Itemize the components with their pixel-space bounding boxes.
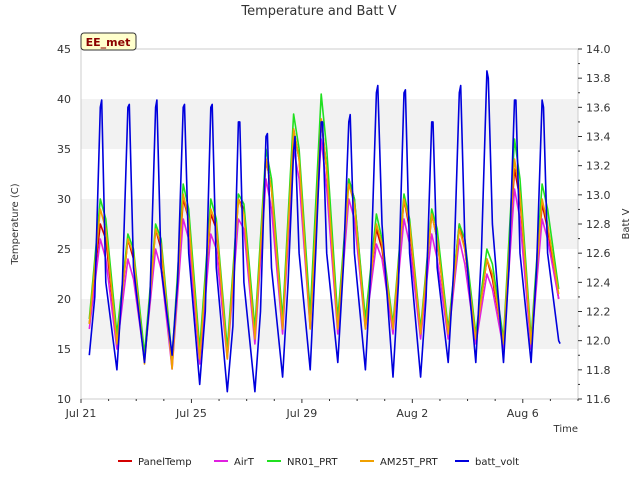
y-tick-label: 35 <box>57 143 71 156</box>
x-tick-label: Aug 2 <box>396 407 428 420</box>
y2-tick-label: 12.0 <box>586 335 611 348</box>
y2-axis-label: Batt V <box>621 208 632 239</box>
legend: PanelTemp AirT NR01_PRT AM25T_PRT batt_volt <box>118 457 519 468</box>
legend-label-nr01-prt: NR01_PRT <box>287 457 338 468</box>
y2-tick-label: 13.0 <box>586 189 611 202</box>
x-tick-label: Aug 6 <box>507 407 539 420</box>
y-tick-label: 45 <box>57 43 71 56</box>
badge-box <box>80 32 137 51</box>
y2-tick-label: 12.8 <box>586 218 611 231</box>
y-tick-label: 25 <box>57 243 71 256</box>
y2-tick-label: 13.2 <box>586 160 611 173</box>
y2-tick-label: 13.6 <box>586 101 611 114</box>
legend-label-paneltemp: PanelTemp <box>138 457 192 468</box>
series-layer <box>88 70 561 393</box>
legend-label-am25t-prt: AM25T_PRT <box>380 457 439 468</box>
y-tick-label: 40 <box>57 93 71 106</box>
legend-label-airt: AirT <box>234 457 255 468</box>
x-tick-label: Jul 21 <box>65 407 97 420</box>
y2-tick-label: 12.4 <box>586 276 611 289</box>
chart-title: Temperature and Batt V <box>240 4 396 19</box>
station-badge: EE_met <box>80 32 137 51</box>
legend-label-batt-volt: batt_volt <box>475 457 519 468</box>
y2-tick-label: 13.8 <box>586 72 611 85</box>
badge-label: EE_met <box>86 36 131 49</box>
y-axis-label: Temperature (C) <box>10 183 21 265</box>
x-tick-label: Jul 25 <box>175 407 207 420</box>
y2-tick-label: 12.2 <box>586 306 611 319</box>
x-tick-label: Jul 29 <box>286 407 318 420</box>
axes-layer: 10 15 20 25 30 35 40 45 11.6 11.8 12.0 12.2 12.4 12.6… <box>57 43 611 420</box>
y-tick-label: 30 <box>57 193 71 206</box>
y2-tick-label: 13.4 <box>586 131 611 144</box>
grid-band <box>81 99 578 149</box>
x-axis-label: Time <box>553 424 578 435</box>
series-batt-volt <box>88 70 561 393</box>
y2-tick-label: 12.6 <box>586 247 611 260</box>
y-tick-label: 20 <box>57 293 71 306</box>
y-tick-label: 15 <box>57 343 71 356</box>
y-tick-label: 10 <box>57 393 71 406</box>
y2-tick-label: 11.6 <box>586 393 611 406</box>
y2-tick-label: 14.0 <box>586 43 611 56</box>
y2-tick-label: 11.8 <box>586 364 611 377</box>
